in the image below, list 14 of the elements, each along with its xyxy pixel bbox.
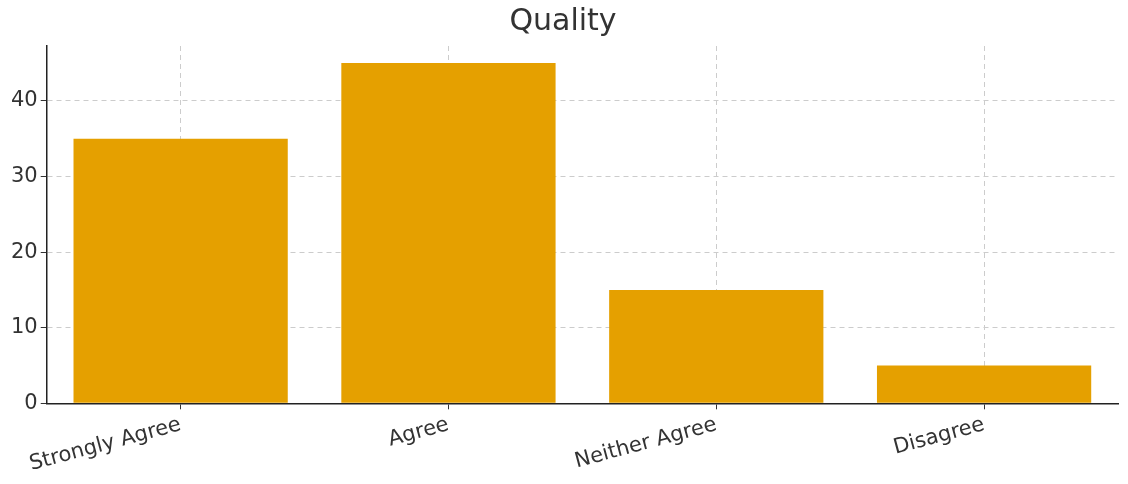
bar [876, 365, 1092, 403]
y-tick-label: 0 [24, 389, 38, 414]
y-tick-label: 40 [10, 87, 38, 112]
bar [609, 289, 824, 403]
y-tick-label: 20 [10, 238, 38, 263]
chart-title: Quality [509, 1, 617, 37]
y-tick-label: 10 [10, 314, 38, 339]
x-tick-label: Strongly Agree [26, 411, 184, 475]
x-tick-label: Neither Agree [571, 411, 719, 473]
y-tick-label: 30 [10, 162, 38, 187]
bar [341, 63, 556, 403]
bar [73, 138, 288, 403]
x-tick-label: Disagree [890, 411, 987, 459]
x-tick-label: Agree [385, 411, 452, 451]
